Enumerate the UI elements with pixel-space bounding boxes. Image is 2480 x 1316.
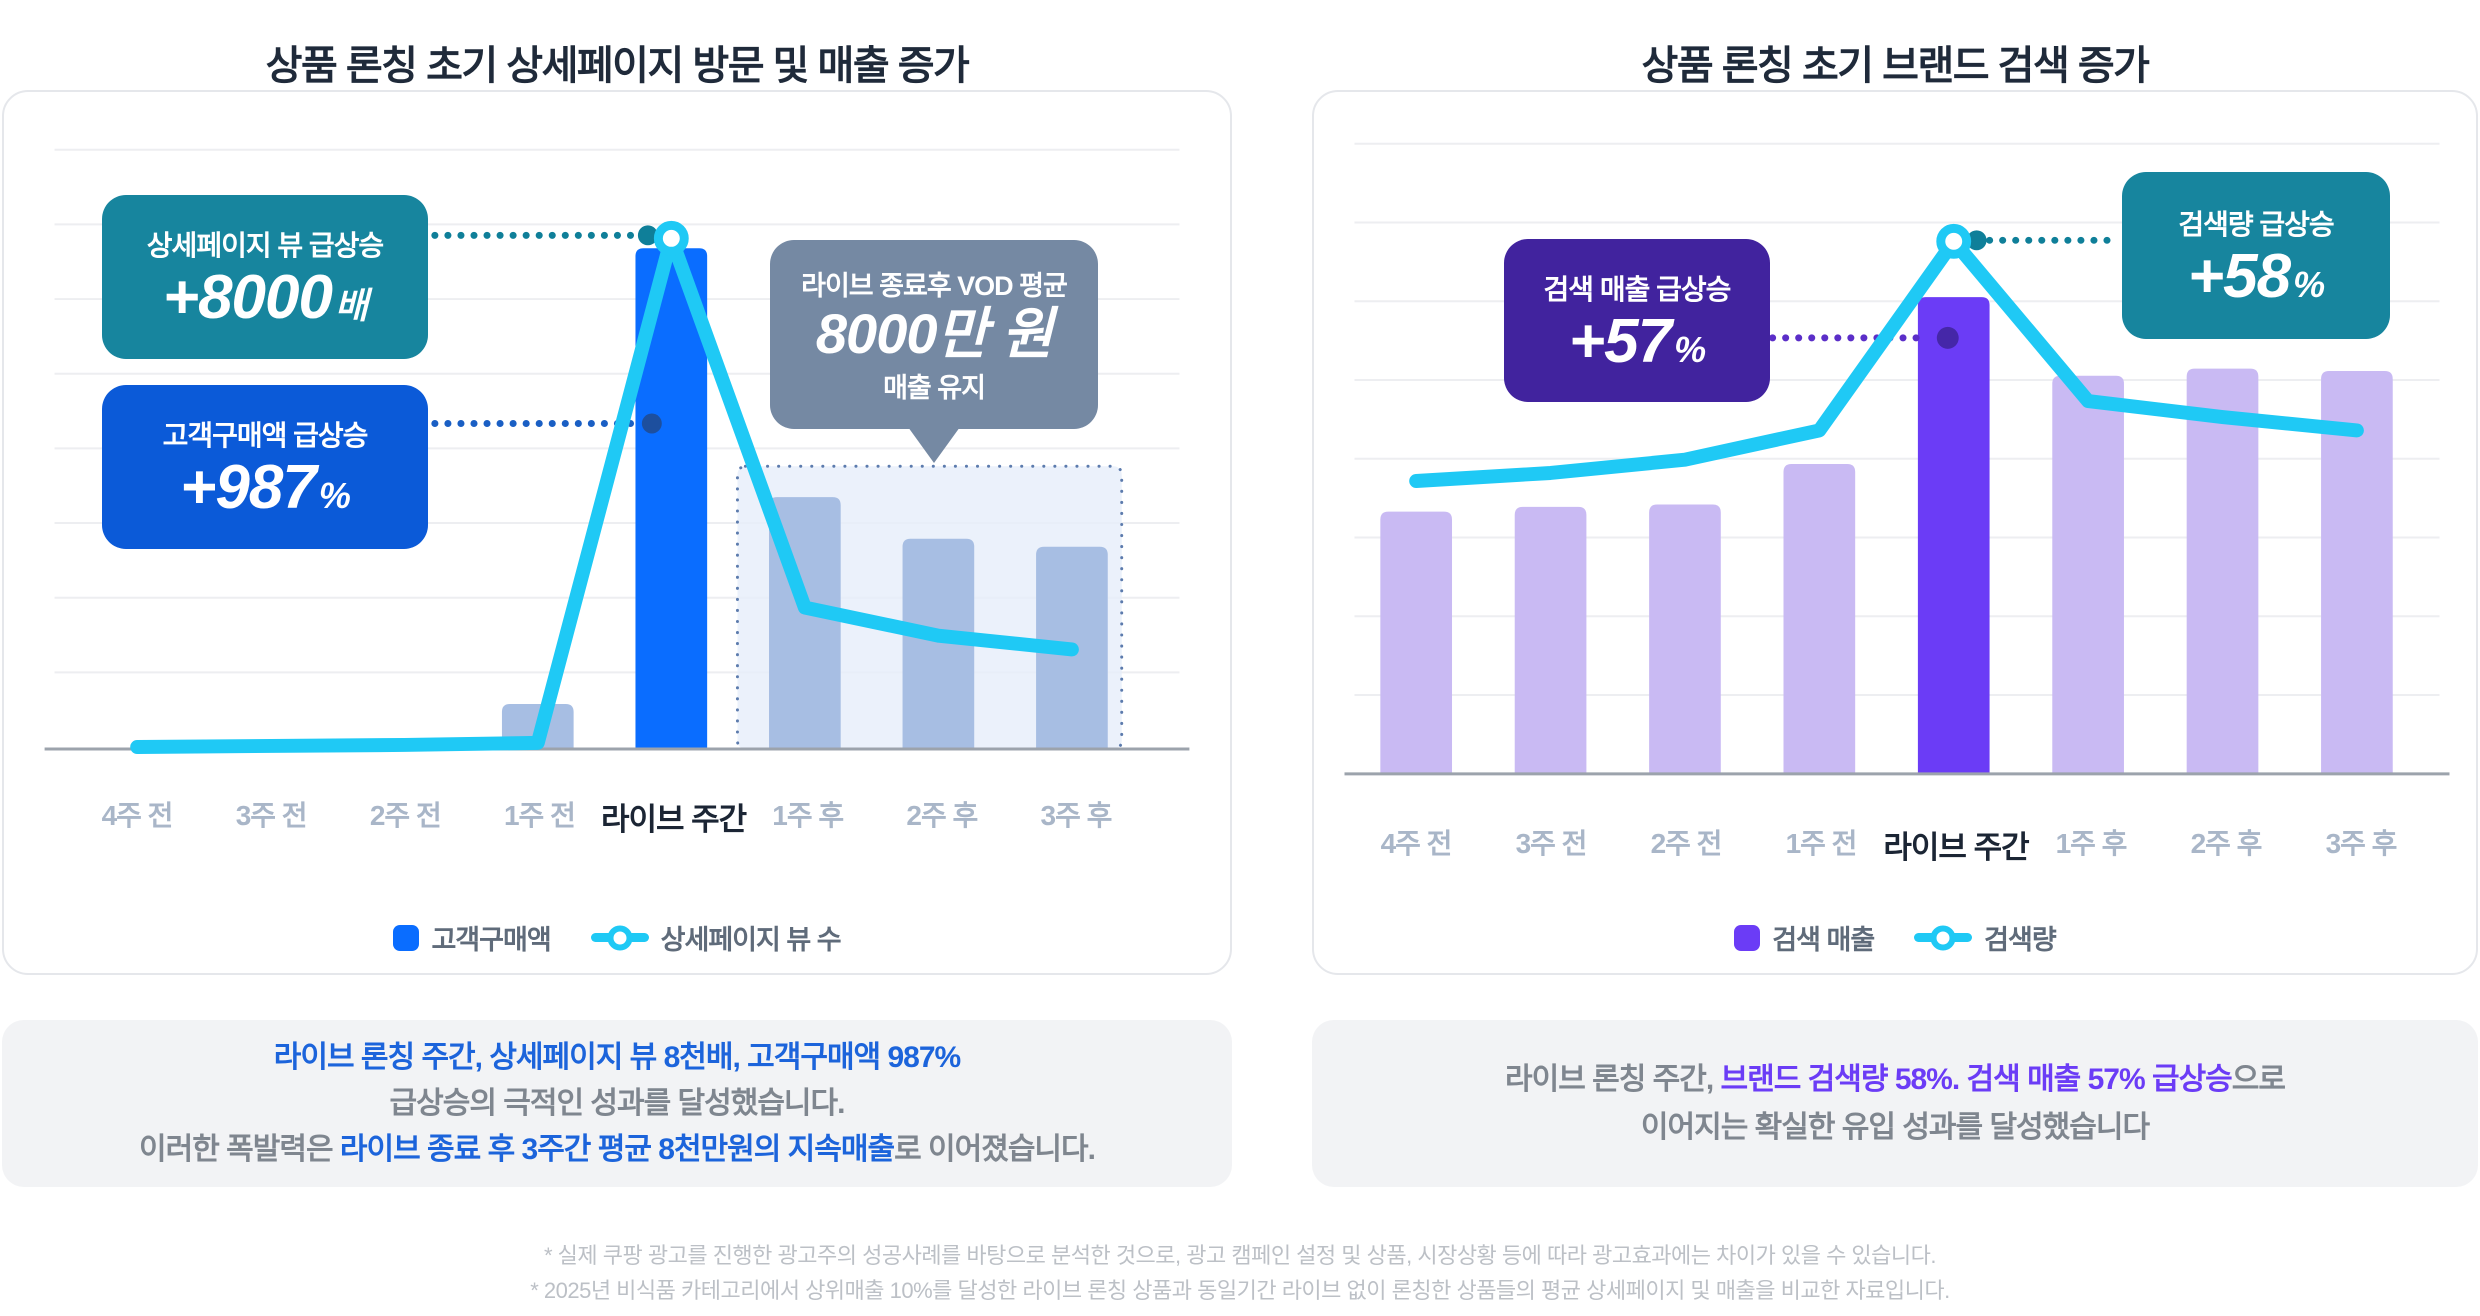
views-callout: 상세페이지 뷰 급상승 +8000배 (102, 195, 428, 359)
bar-라이브 주간 (635, 248, 708, 750)
search-sales-legend-swatch (1734, 924, 1761, 951)
right-summary-card: 라이브 론칭 주간, 브랜드 검색량 58%. 검색 매출 57% 급상승으로 … (1312, 1020, 2478, 1187)
left-legend: 고객구매액 상세페이지 뷰 수 (4, 918, 1230, 957)
purchase-callout-value: +987% (180, 453, 351, 523)
vod-callout-line1: 라이브 종료후 VOD 평균 (801, 271, 1068, 302)
right-chart-card: 검색 매출 급상승 +57% 검색량 급상승 +58% 4주 전 3주 전 2주 전… (1312, 90, 2478, 975)
search-volume-callout-label: 검색량 급상승 (2178, 208, 2334, 240)
footnote-line1: * 실제 쿠팡 광고를 진행한 광고주의 성공사례를 바탕으로 분석한 것으로,… (544, 1243, 1937, 1268)
search-volume-legend-label: 검색량 (1984, 925, 2057, 955)
x-label-4주 전: 4주 전 (1380, 828, 1453, 859)
left-summary-line2: 급상승의 극적인 성과를 달성했습니다. (389, 1086, 846, 1120)
x-label-1주 전: 1주 전 (1785, 828, 1858, 859)
footnote-line2: * 2025년 비식품 카테고리에서 상위매출 10%를 달성한 라이브 론칭 … (530, 1278, 1950, 1303)
right-legend: 검색 매출 검색량 (1314, 918, 2476, 957)
x-label-라이브 주간: 라이브 주간 (1883, 830, 2029, 865)
right-summary-line2: 이어지는 확실한 유입 성과를 달성했습니다 (1640, 1110, 2150, 1144)
vod-callout: 라이브 종료후 VOD 평균 8000만 원 매출 유지 (770, 240, 1098, 463)
left-x-axis-labels: 4주 전 3주 전 2주 전 1주 전 라이브 주간 1주 후 2주 후 3주 후 (4, 794, 1230, 838)
line-series-상세페이지 뷰 수 (130, 231, 1079, 754)
search-sales-callout: 검색 매출 급상승 +57% (1504, 239, 1770, 402)
vod-callout-value: 8000만 원 (815, 302, 1053, 366)
search-sales-callout-value: +57% (1568, 306, 1706, 376)
bar-2주 후 (2186, 368, 2259, 774)
purchase-callout-label: 고객구매액 급상승 (162, 420, 369, 452)
search-volume-callout: 검색량 급상승 +58% (2122, 172, 2390, 339)
footnotes: * 실제 쿠팡 광고를 진행한 광고주의 성공사례를 바탕으로 분석한 것으로,… (0, 1238, 2480, 1308)
line-legend-icon (1914, 925, 1973, 950)
bar-3주 후 (2321, 370, 2393, 774)
bar-4주 전 (1380, 511, 1453, 774)
bar-2주 전 (1649, 504, 1721, 774)
bar-3주 전 (1514, 506, 1587, 774)
right-chart-canvas (1344, 142, 2450, 776)
x-label-2주 전: 2주 전 (369, 800, 442, 831)
x-label-3주 전: 3주 전 (1515, 828, 1588, 859)
views-callout-value: +8000배 (162, 263, 368, 333)
vod-callout-tail (908, 427, 960, 463)
left-chart-card: 상세페이지 뷰 급상승 +8000배 고객구매액 급상승 +987% 라이브 종… (2, 90, 1232, 975)
search-sales-legend-label: 검색 매출 (1772, 925, 1875, 955)
x-label-3주 후: 3주 후 (1040, 800, 1113, 831)
right-chart-title: 상품 론칭 초기 브랜드 검색 증가 (1641, 43, 2150, 88)
purchase-legend-swatch (393, 924, 420, 951)
left-summary-card: 라이브 론칭 주간, 상세페이지 뷰 8천배, 고객구매액 987% 급상승의 … (2, 1020, 1232, 1187)
line-legend-icon (590, 925, 649, 950)
purchase-legend-label: 고객구매액 (431, 925, 551, 955)
vod-callout-line2: 매출 유지 (883, 372, 986, 403)
left-chart-title: 상품 론칭 초기 상세페이지 방문 및 매출 증가 (265, 43, 970, 88)
bar-1주 전 (1783, 463, 1856, 774)
x-label-3주 전: 3주 전 (235, 800, 308, 831)
x-label-2주 후: 2주 후 (906, 800, 978, 831)
search-sales-callout-label: 검색 매출 급상승 (1543, 273, 1732, 305)
x-label-2주 후: 2주 후 (2190, 828, 2263, 859)
x-label-1주 전: 1주 전 (503, 800, 576, 831)
x-label-2주 전: 2주 전 (1650, 828, 1723, 859)
line-series-검색량 (1409, 234, 2364, 488)
search-volume-callout-value: +58% (2187, 241, 2325, 311)
peak-ring-marker (1936, 223, 1972, 259)
peak-ring-marker (653, 220, 689, 256)
x-label-1주 후: 1주 후 (772, 800, 844, 831)
right-x-axis-labels: 4주 전 3주 전 2주 전 1주 전 라이브 주간 1주 후 2주 후 3주 후 (1314, 822, 2476, 866)
x-label-1주 후: 1주 후 (2055, 828, 2128, 859)
left-summary-line3: 이러한 폭발력은 라이브 종료 후 3주간 평균 8천만원의 지속매출로 이어졌… (139, 1132, 1096, 1166)
connector-dot (641, 413, 662, 434)
x-label-4주 전: 4주 전 (101, 800, 174, 831)
connector-dot (637, 225, 658, 246)
views-legend-label: 상세페이지 뷰 수 (660, 925, 842, 955)
x-label-3주 후: 3주 후 (2325, 828, 2398, 859)
connector-dot (1966, 230, 1987, 251)
connector-dot (1936, 326, 1959, 349)
views-callout-label: 상세페이지 뷰 급상승 (146, 230, 384, 262)
bar-1주 후 (2052, 375, 2124, 774)
purchase-callout: 고객구매액 급상승 +987% (102, 385, 428, 549)
bar-2주 후 (902, 538, 975, 750)
right-summary-line1: 라이브 론칭 주간, 브랜드 검색량 58%. 검색 매출 57% 급상승으로 (1505, 1062, 2286, 1096)
bar-라이브 주간 (1917, 297, 1990, 774)
left-summary-line1: 라이브 론칭 주간, 상세페이지 뷰 8천배, 고객구매액 987% (273, 1040, 961, 1074)
x-label-라이브 주간: 라이브 주간 (600, 802, 747, 837)
